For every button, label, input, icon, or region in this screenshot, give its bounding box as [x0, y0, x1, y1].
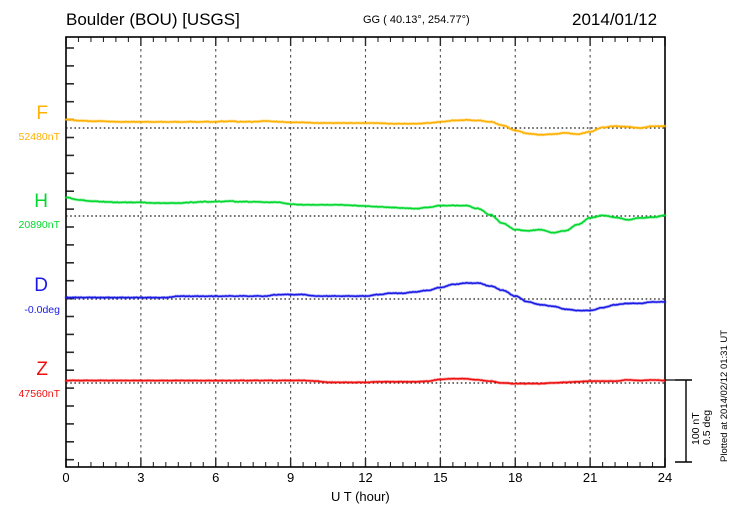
- observation-date: 2014/01/12: [572, 10, 658, 29]
- plot-frame: [65, 36, 666, 468]
- component-label-D: D: [34, 275, 48, 296]
- gridlines: [140, 37, 591, 467]
- x-tick-label: 9: [287, 470, 295, 485]
- component-baseline-F: 52480nT: [18, 131, 60, 143]
- x-tick-label: 6: [212, 470, 220, 485]
- data-traces: [64, 117, 667, 386]
- x-axis-title: U T (hour): [331, 489, 390, 504]
- x-tick-label: 18: [508, 470, 523, 485]
- station-title: Boulder (BOU) [USGS]: [66, 10, 240, 29]
- component-baseline-D: -0.0deg: [24, 304, 60, 316]
- geographic-coordinates: GG ( 40.13°, 254.77°): [363, 14, 470, 26]
- component-label-H: H: [34, 191, 48, 212]
- component-label-Z: Z: [36, 359, 48, 380]
- x-tick-label: 12: [358, 470, 373, 485]
- x-tick-label: 0: [62, 470, 70, 485]
- component-label-F: F: [36, 103, 48, 124]
- x-tick-label: 21: [582, 470, 598, 485]
- component-baseline-Z: 47560nT: [18, 388, 60, 400]
- scale-bar: [665, 379, 692, 463]
- x-tick-label: 15: [433, 470, 448, 485]
- component-baseline-H: 20890nT: [18, 219, 60, 231]
- x-tick-label: 24: [657, 470, 673, 485]
- axis-minor-ticks: [65, 37, 666, 467]
- x-tick-label: 3: [137, 470, 145, 485]
- baseline-reference-lines: [66, 127, 665, 384]
